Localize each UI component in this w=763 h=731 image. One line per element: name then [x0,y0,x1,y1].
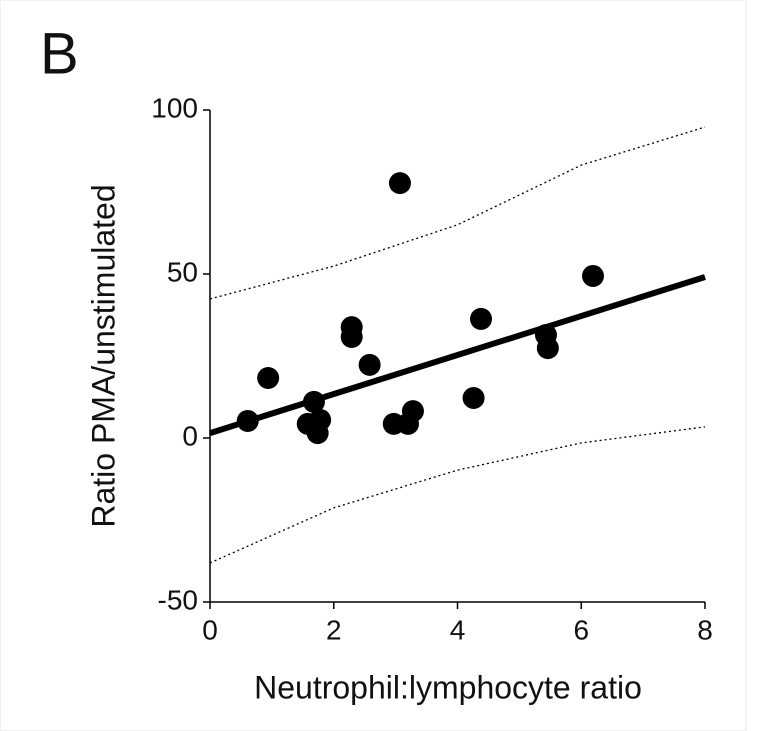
x-tick-label: 8 [697,614,713,645]
point [462,386,485,409]
x-tick-label: 6 [573,614,589,645]
point [388,172,411,195]
fit-line [209,274,706,436]
y-tick-label: 100 [151,92,198,123]
point [309,408,332,431]
point [470,307,493,330]
x-tick-label: 0 [202,614,218,645]
x-tick-label: 4 [450,614,466,645]
confidence-lower [209,426,706,564]
y-axis-label: Ratio PMA/unstimulated [85,184,121,527]
point [340,325,363,348]
panel-label: B [40,21,79,86]
point [257,366,280,389]
y-tick-label: -50 [158,584,198,615]
x-tick-label: 2 [326,614,342,645]
point [582,264,605,287]
point [536,337,559,360]
y-tick-label: 0 [182,420,198,451]
y-tick-label: 50 [167,256,198,287]
point [401,400,424,423]
point [236,409,259,432]
x-axis-label: Neutrophil:lymphocyte ratio [254,669,642,705]
confidence-upper [209,126,706,300]
point [302,390,325,413]
point [358,353,381,376]
